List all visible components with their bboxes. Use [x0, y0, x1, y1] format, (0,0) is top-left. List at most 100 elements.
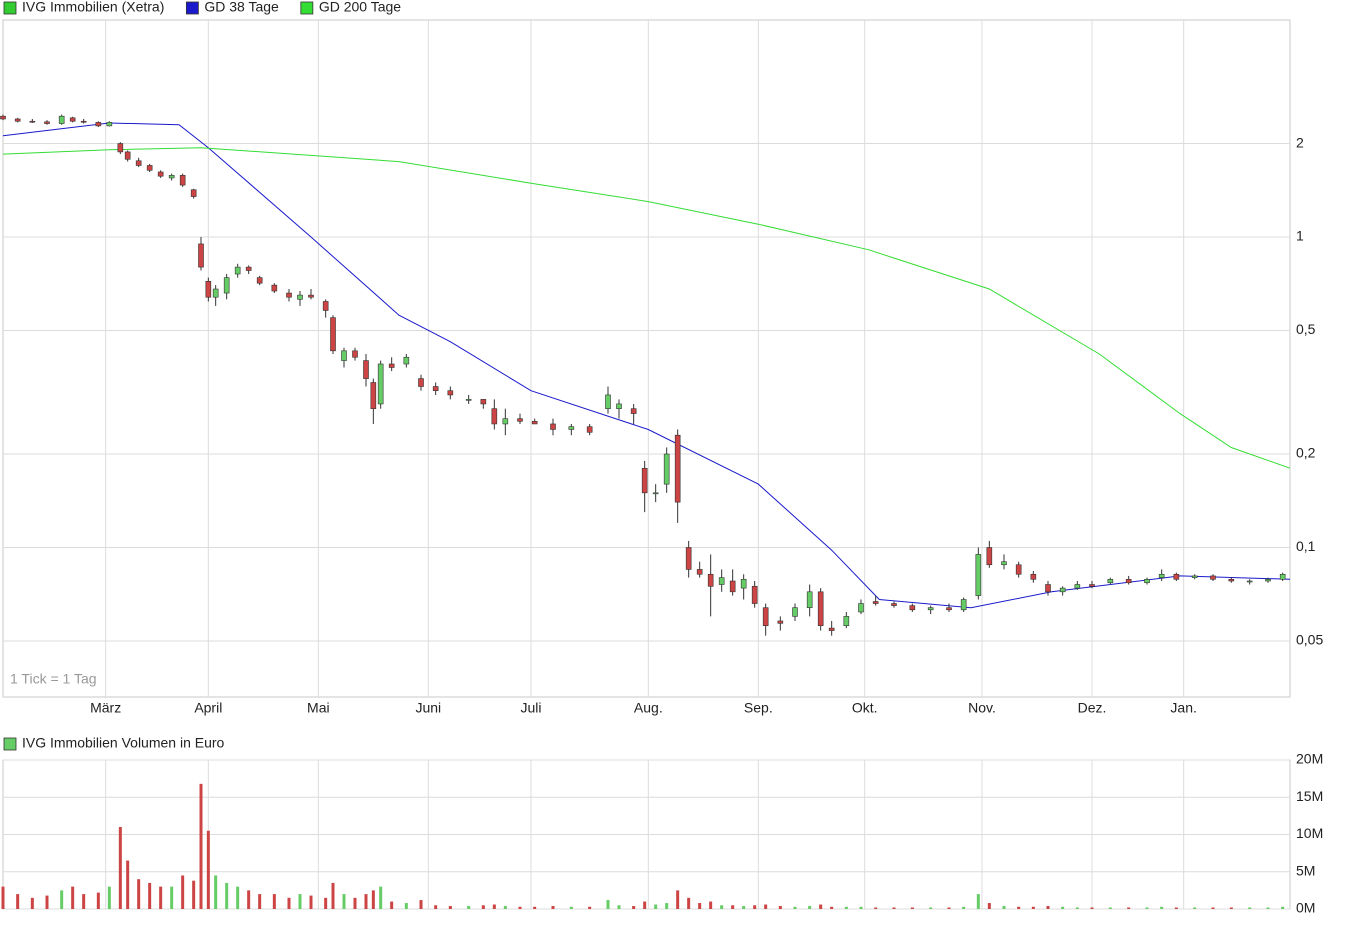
volume-bar	[82, 894, 86, 909]
y-tick-label: 5M	[1296, 862, 1315, 878]
x-tick-label: Okt.	[852, 700, 878, 716]
volume-bar	[1281, 906, 1285, 909]
candle-body	[828, 627, 835, 631]
volume-bar	[1108, 907, 1112, 909]
volume-bar	[720, 905, 724, 909]
volume-bar	[830, 906, 834, 909]
candle-body	[480, 399, 487, 405]
candle-body	[641, 467, 648, 494]
volume-bar	[764, 904, 768, 909]
x-tick-label: Sep.	[744, 700, 773, 716]
candle-body	[891, 603, 897, 606]
volume-bar	[324, 897, 328, 909]
volume-bar	[892, 907, 896, 909]
volume-bar	[1046, 906, 1050, 909]
volume-bar	[107, 886, 111, 909]
candle-body	[330, 317, 336, 352]
candle-body	[605, 394, 611, 409]
volume-bar	[71, 886, 75, 909]
candle-body	[707, 573, 714, 587]
legend-swatch	[185, 1, 199, 15]
volume-bar	[390, 901, 394, 909]
candle-body	[29, 120, 36, 123]
volume-bar	[910, 907, 914, 909]
candle-body	[1279, 573, 1286, 580]
candle-body	[986, 547, 993, 566]
candle-body	[751, 585, 758, 604]
volume-bar	[808, 906, 812, 909]
candle-body	[586, 426, 593, 433]
candle-body	[718, 577, 725, 585]
volume-bar	[236, 886, 240, 909]
volume-bar	[698, 903, 702, 909]
candle-body	[363, 360, 369, 379]
annotation: 1 Tick = 1 Tag	[10, 671, 97, 687]
candle-body	[95, 122, 102, 127]
candle-body	[927, 607, 934, 611]
volume-bar	[1090, 907, 1094, 909]
volume-bar	[533, 906, 537, 909]
candle-body	[447, 390, 454, 396]
volume-bar	[844, 906, 848, 909]
volume-bar	[793, 906, 797, 909]
candle-body	[1144, 578, 1150, 584]
volume-bar	[60, 890, 64, 909]
x-tick-label: Juni	[415, 700, 441, 716]
volume-bar	[518, 906, 522, 909]
candle-body	[762, 607, 769, 626]
volume-bar	[551, 906, 555, 909]
legend-swatch	[3, 1, 17, 15]
volume-bar	[448, 906, 452, 909]
volume-bar	[371, 890, 375, 909]
candle-body	[168, 175, 175, 179]
volume-bar	[214, 875, 218, 909]
volume-bar	[874, 907, 878, 909]
legend-swatch	[3, 737, 17, 751]
volume-bar	[353, 897, 357, 909]
volume-bar	[379, 886, 383, 909]
volume-bar	[1145, 907, 1149, 909]
candle-body	[1059, 587, 1066, 593]
y-tick-label: 10M	[1296, 825, 1323, 841]
candle-body	[740, 578, 747, 589]
candle-body	[1210, 575, 1216, 580]
volume-bar	[753, 905, 757, 909]
volume-bar	[731, 905, 735, 909]
volume-bar	[1248, 907, 1252, 909]
candle-body	[1265, 578, 1271, 582]
candle-body	[1173, 573, 1180, 580]
candle-body	[872, 601, 879, 604]
candle-body	[777, 620, 784, 624]
candle-body	[663, 453, 670, 485]
candle-body	[616, 403, 622, 409]
candle-body	[212, 288, 219, 298]
volume-bar	[96, 892, 100, 909]
candle-body	[69, 117, 76, 122]
candle-body	[960, 599, 967, 611]
volume-bar	[225, 882, 229, 909]
volume-bar	[192, 880, 196, 909]
y-tick-label: 2	[1296, 134, 1304, 150]
candle-body	[198, 243, 204, 268]
volume-bar	[1017, 906, 1021, 909]
moving-average-line	[2, 147, 1291, 469]
volume-bar	[665, 903, 669, 909]
candle-body	[179, 175, 186, 186]
candle-body	[418, 378, 424, 387]
candle-body	[858, 603, 864, 613]
volume-bar	[617, 905, 621, 909]
candle-body	[124, 151, 131, 160]
candle-body	[975, 554, 982, 596]
candle-body	[234, 266, 241, 275]
volume-bar	[947, 907, 951, 909]
volume-bar	[258, 894, 262, 909]
volume-bar	[1031, 906, 1035, 909]
volume-bar	[654, 904, 658, 909]
y-tick-label: 0,05	[1296, 632, 1323, 648]
legend-swatch	[300, 1, 314, 15]
volume-bar	[1193, 907, 1197, 909]
volume-bar	[30, 897, 34, 909]
candle-body	[0, 115, 6, 120]
candle-body	[685, 547, 692, 570]
candle-body	[205, 281, 212, 298]
